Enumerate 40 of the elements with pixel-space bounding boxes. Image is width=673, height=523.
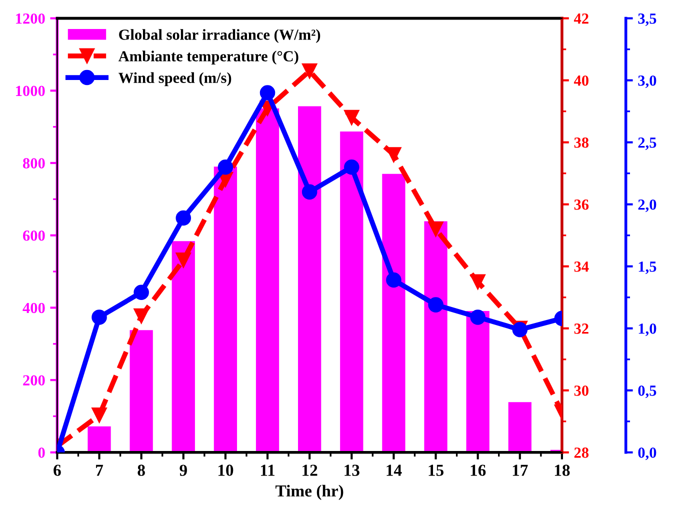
y2-tick-label: 38 bbox=[574, 137, 589, 148]
y2-tick-label: 32 bbox=[574, 324, 588, 334]
y-tick-label: 1000 bbox=[16, 86, 45, 96]
y-tick-label: 0 bbox=[38, 448, 45, 458]
x-tick-label: 9 bbox=[180, 464, 187, 476]
x-tick-label: 10 bbox=[218, 464, 234, 476]
y2-tick-label: 34 bbox=[574, 262, 589, 272]
y-tick-label: 1200 bbox=[16, 13, 45, 24]
legend-label: Global solar irradiance (W/m²) bbox=[119, 29, 320, 43]
x-tick-label: 12 bbox=[302, 464, 318, 476]
y3-tick-label: 2,0 bbox=[638, 199, 656, 212]
y3-tick-label: 3,0 bbox=[638, 75, 656, 88]
x-axis-title: Time (hr) bbox=[276, 484, 344, 500]
y-tick-label: 200 bbox=[23, 375, 45, 386]
y3-tick-label: 0,0 bbox=[638, 448, 656, 460]
y2-tick-label: 28 bbox=[574, 448, 589, 458]
y2-tick-label: 36 bbox=[574, 200, 589, 210]
x-tick-label: 14 bbox=[386, 464, 402, 476]
x-tick-label: 17 bbox=[512, 464, 528, 476]
x-tick-label: 13 bbox=[344, 464, 360, 476]
x-tick-label: 16 bbox=[470, 464, 486, 476]
y3-tick-label: 2,5 bbox=[638, 138, 656, 150]
y-tick-label: 800 bbox=[22, 158, 45, 168]
y3-tick-label: 1,0 bbox=[638, 324, 656, 336]
y2-tick-label: 30 bbox=[574, 386, 588, 396]
y3-tick-label: 3,5 bbox=[638, 13, 656, 26]
y-tick-label: 400 bbox=[22, 302, 45, 314]
x-tick-label: 15 bbox=[428, 464, 444, 476]
x-tick-label: 6 bbox=[54, 464, 61, 476]
y3-tick-label: 0,5 bbox=[638, 386, 656, 398]
y-tick-label: 600 bbox=[23, 230, 45, 241]
x-tick-label: 7 bbox=[96, 464, 104, 476]
y3-tick-label: 1,5 bbox=[638, 262, 656, 274]
y2-tick-label: 40 bbox=[574, 75, 588, 86]
y2-tick-label: 42 bbox=[574, 13, 588, 24]
x-tick-label: 11 bbox=[260, 464, 275, 476]
x-tick-label: 18 bbox=[554, 464, 570, 476]
legend-label: Ambiante temperature (°C) bbox=[118, 50, 298, 65]
legend-label: Wind speed (m/s) bbox=[118, 72, 232, 86]
x-tick-label: 8 bbox=[138, 464, 145, 476]
